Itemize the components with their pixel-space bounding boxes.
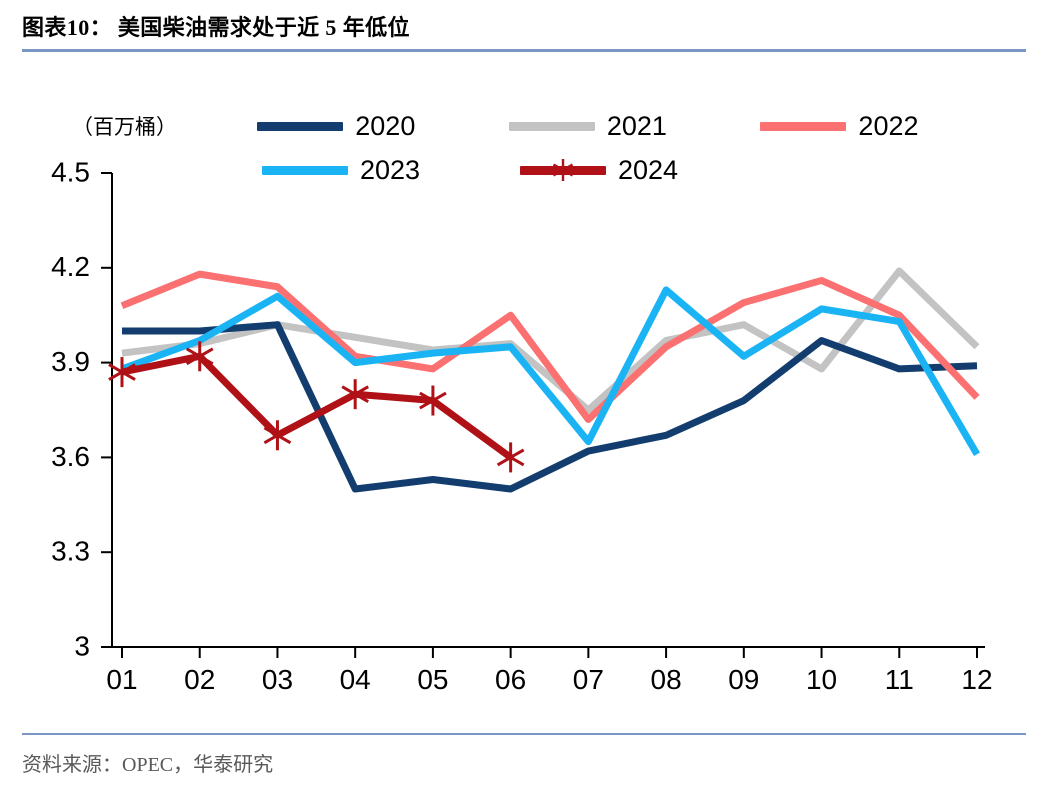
page-title: 图表10： 美国柴油需求处于近 5 年低位 [22,15,410,40]
legend-row-1: （百万桶） 2020 2021 2022 [72,104,1012,148]
figure-header: 图表10： 美国柴油需求处于近 5 年低位 [22,14,1026,54]
series-line-2024 [121,352,513,461]
x-tick-label-07: 07 [573,664,604,695]
legend-item-2020[interactable]: 2020 [257,110,509,141]
x-tick-label-09: 09 [728,664,759,695]
legend-item-2021[interactable]: 2021 [508,110,761,141]
x-tick-label-08: 08 [651,664,682,695]
series-marker-2024-01 [108,357,136,388]
legend-item-2022[interactable]: 2022 [760,110,1012,141]
series-line-2020 [122,321,978,493]
series-marker-2024-05 [419,385,447,416]
x-tick-label-06: 06 [495,664,526,695]
x-tick-label-11: 11 [885,664,914,695]
legend-label-2023: 2023 [360,154,421,185]
series-line-2021 [121,267,980,414]
legend-label-2022: 2022 [858,110,919,141]
y-tick-label-3: 3 [74,630,90,661]
legend-row-2: 2023 2024 [72,148,1012,192]
series-marker-2024-03 [263,420,292,451]
legend-label-2020: 2020 [355,110,416,141]
legend-item-2024[interactable]: 2024 [520,154,778,185]
y-tick-label-3.6: 3.6 [51,441,90,472]
series-marker-2024-02 [185,341,214,372]
y-tick-label-4.2: 4.2 [51,251,90,282]
title-divider [22,49,1026,52]
source-note: 资料来源：OPEC，华泰研究 [22,754,274,776]
legend-swatch-2023 [262,165,348,175]
series-marker-2024-04 [341,379,369,410]
legend-swatch-2020 [257,121,344,131]
chart-legend: （百万桶） 2020 2021 2022 2023 [72,104,1012,192]
legend-swatch-2022 [760,121,847,131]
chart-axes [101,172,985,658]
x-tick-label-05: 05 [417,664,448,695]
footer-divider [22,733,1026,735]
x-tick-label-12: 12 [961,664,992,695]
x-tick-label-04: 04 [340,664,371,695]
series-marker-2024-06 [496,442,525,473]
legend-swatch-2024 [520,159,606,181]
chart-tick-labels: 33.33.63.94.24.501 02 03 04 05 06 07 08 09 10 11 12 [51,156,993,695]
legend-label-2021: 2021 [606,110,667,141]
y-tick-label-3.9: 3.9 [51,346,90,377]
y-tick-label-3.3: 3.3 [51,536,90,567]
x-tick-label-10: 10 [806,664,837,695]
x-tick-label-02: 02 [184,664,215,695]
legend-item-2023[interactable]: 2023 [262,154,520,185]
unit-label: （百万桶） [72,115,177,139]
x-tick-label-03: 03 [262,664,293,695]
legend-label-2024: 2024 [618,154,679,185]
chart-series [108,267,981,493]
asterisk-marker-icon [552,159,574,181]
series-line-2022 [120,270,980,423]
legend-swatch-2021 [508,121,595,131]
series-line-2023 [120,286,981,457]
x-tick-label-01: 01 [106,664,137,695]
